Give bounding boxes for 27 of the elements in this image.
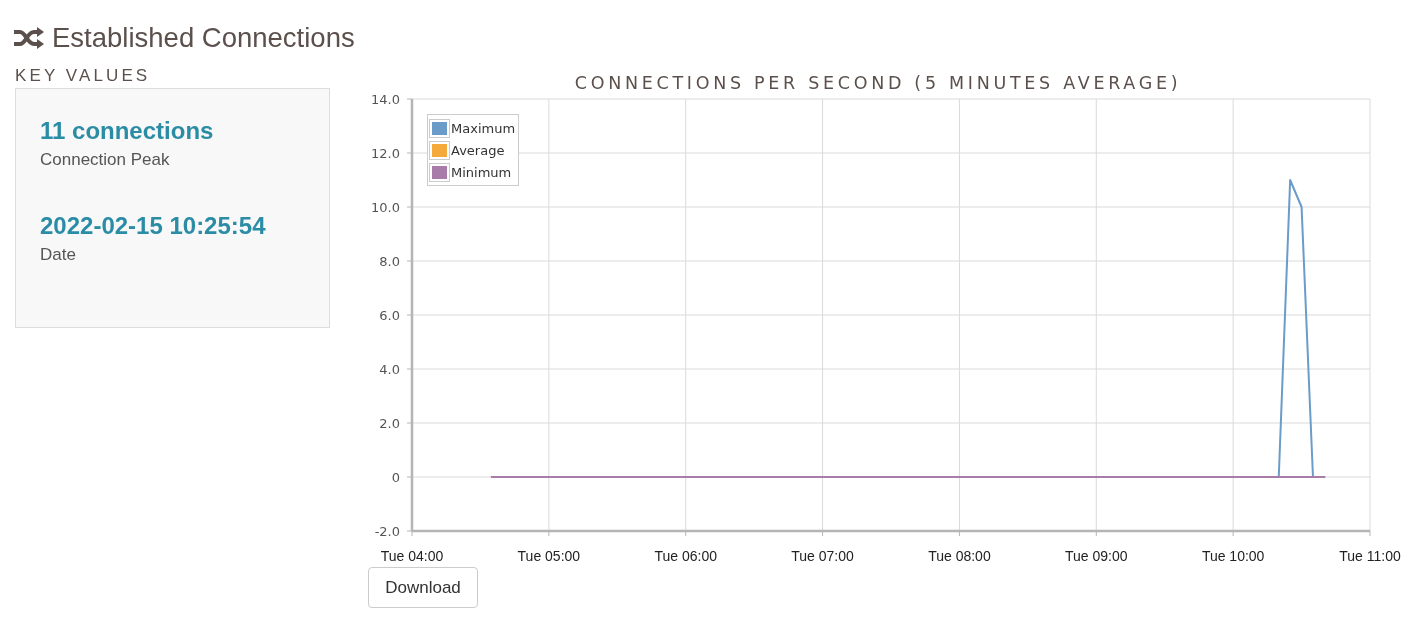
- y-tick-label: -2.0: [374, 523, 400, 539]
- y-tick-label: 0: [391, 469, 400, 485]
- legend-label: Average: [451, 142, 505, 158]
- x-tick-label: Tue 06:00: [654, 547, 718, 564]
- y-tick-label: 4.0: [379, 361, 400, 377]
- text: 11 connections: [40, 117, 214, 144]
- x-tick-label: Tue 08:00: [928, 547, 991, 564]
- legend-label: Maximum: [451, 120, 516, 136]
- download-button[interactable]: Download: [368, 567, 478, 608]
- x-tick-label: Tue 07:00: [791, 547, 855, 564]
- text: Connection Peak: [40, 150, 170, 169]
- y-tick-label: 2.0: [379, 415, 400, 431]
- y-tick-label: 6.0: [379, 307, 400, 323]
- text: Established Connections: [52, 22, 355, 54]
- text: Date: [40, 245, 76, 264]
- text: 2022-02-15 10:25:54: [40, 212, 266, 239]
- legend-label: Minimum: [451, 164, 512, 180]
- y-tick-label: 8.0: [379, 253, 400, 269]
- x-tick-label: Tue 09:00: [1065, 547, 1128, 564]
- chart-title: CONNECTIONS PER SECOND (5 MINUTES AVERAGE): [574, 73, 1182, 93]
- x-tick-label: Tue 04:00: [380, 547, 444, 564]
- y-tick-label: 10.0: [371, 199, 400, 215]
- text: KEY VALUES: [15, 66, 151, 85]
- x-tick-label: Tue 05:00: [517, 547, 581, 564]
- x-tick-label: Tue 11:00: [1339, 547, 1401, 564]
- x-tick-label: Tue 10:00: [1201, 547, 1265, 564]
- y-tick-label: 12.0: [371, 145, 400, 161]
